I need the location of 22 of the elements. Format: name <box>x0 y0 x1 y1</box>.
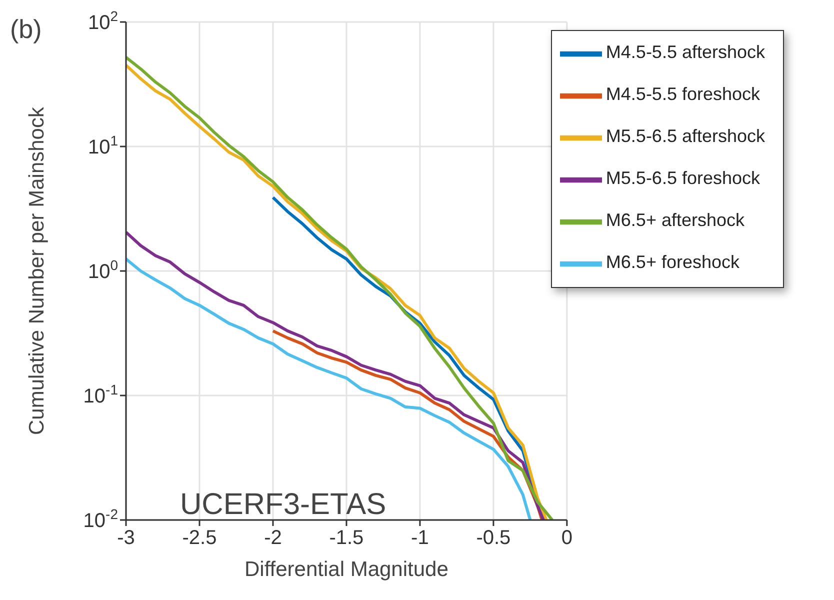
legend-label: M5.5-6.5 foreshock <box>606 168 760 188</box>
x-tick-label: -0.5 <box>476 527 511 549</box>
y-tick-label: 10$^{1}$ <box>88 132 118 158</box>
legend-label: M4.5-5.5 foreshock <box>606 84 760 104</box>
x-tick-label: -2.5 <box>182 527 217 549</box>
x-tick-label: -2 <box>264 527 282 549</box>
x-axis-title: Differential Magnitude <box>244 558 448 581</box>
annotation: UCERF3-ETAS <box>180 488 386 522</box>
text: (b) <box>10 14 42 45</box>
x-tick-label: -1.5 <box>329 527 364 549</box>
legend-label: M6.5+ aftershock <box>606 210 744 230</box>
y-tick-label: 10$^{2}$ <box>88 8 118 34</box>
x-tick-label: -3 <box>117 527 135 549</box>
y-tick-label: 10$^{0}$ <box>88 257 118 283</box>
x-tick-label: 0 <box>561 527 572 549</box>
legend-label: M4.5-5.5 aftershock <box>606 42 765 62</box>
y-axis-title: Cumulative Number per Mainshock <box>25 106 48 435</box>
legend-label: M5.5-6.5 aftershock <box>606 126 765 146</box>
y-tick-label: 10$^{-1}$ <box>83 382 118 408</box>
y-tick-label: 10$^{-2}$ <box>83 506 118 532</box>
legend-label: M6.5+ foreshock <box>606 252 740 272</box>
x-tick-label: -1 <box>411 527 429 549</box>
